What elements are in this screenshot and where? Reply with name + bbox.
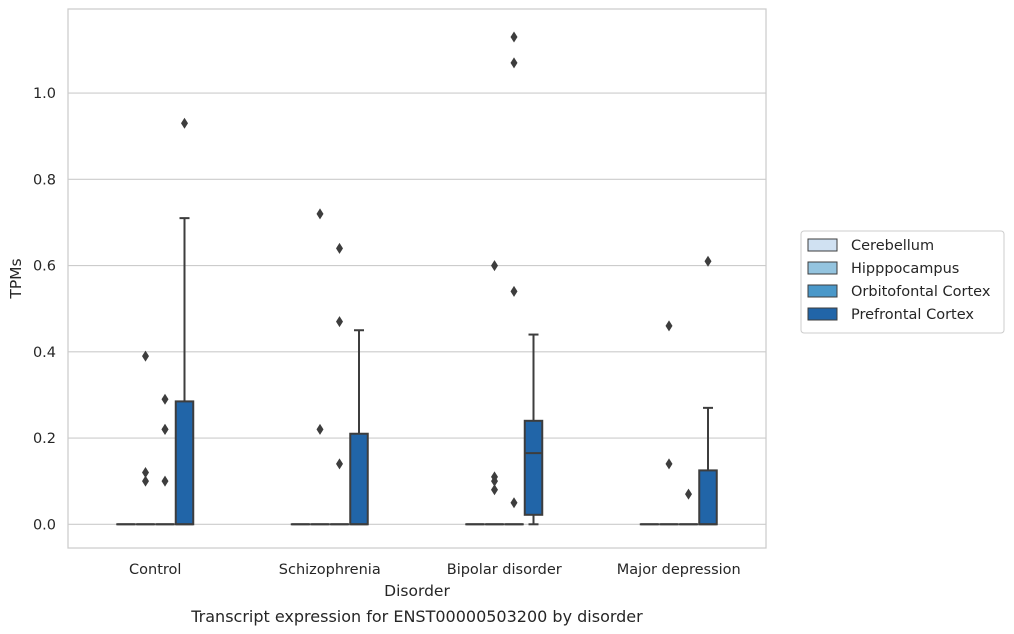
box-hipppocampus: [310, 208, 330, 526]
legend-item[interactable]: Cerebellum: [807, 238, 934, 254]
x-tick-label: Schizophrenia: [279, 562, 381, 578]
box-prefrontal-cortex: [523, 333, 544, 526]
outlier-point: [685, 488, 692, 500]
outlier-point: [142, 467, 149, 479]
legend-swatch: [807, 238, 838, 252]
legend[interactable]: Cerebellum Hipppocampus Orbitofontal Corte…: [800, 230, 1005, 334]
outlier-point: [161, 423, 169, 435]
outlier-point: [665, 320, 673, 332]
legend-swatch: [807, 307, 838, 321]
outlier-point: [316, 208, 324, 220]
box-layer: [116, 31, 718, 526]
legend-label: Prefrontal Cortex: [851, 307, 974, 323]
legend-item[interactable]: Hipppocampus: [807, 261, 959, 277]
outlier-point: [491, 471, 498, 483]
y-axis-label: TPMs: [7, 258, 25, 299]
outlier-point: [181, 117, 188, 129]
y-tick-label: 0.8: [33, 172, 56, 188]
x-tick-label: Bipolar disorder: [447, 562, 562, 578]
legend-swatch: [807, 284, 838, 298]
outlier-point: [161, 393, 169, 405]
outlier-point: [491, 484, 498, 496]
chart-caption: Transcript expression for ENST0000050320…: [190, 607, 643, 626]
box-orbitofontal-cortex: [155, 393, 175, 526]
box-hipppocampus: [135, 350, 156, 526]
box-prefrontal-cortex: [174, 117, 195, 526]
x-tick-labels: Control Schizophrenia Bipolar disorder Majo…: [129, 562, 741, 578]
y-tick-label: 0.6: [33, 259, 56, 275]
outlier-point: [316, 423, 324, 435]
box-hipppocampus: [659, 320, 679, 526]
box-body: [523, 419, 544, 516]
box-body: [698, 469, 718, 526]
legend-swatch: [807, 261, 838, 275]
outlier-point: [510, 31, 518, 43]
outlier-point: [336, 242, 343, 254]
y-tick-labels: 0.0 0.2 0.4 0.6 0.8 1.0: [33, 86, 56, 533]
box-prefrontal-cortex: [349, 329, 369, 526]
outlier-point: [510, 57, 518, 69]
outlier-point: [142, 350, 149, 362]
plot-frame: [67, 8, 767, 549]
y-tick-label: 1.0: [33, 86, 56, 102]
box-orbitofontal-cortex: [678, 488, 699, 526]
legend-label: Hipppocampus: [851, 261, 959, 277]
outlier-point: [142, 475, 149, 487]
legend-label: Orbitofontal Cortex: [851, 284, 991, 300]
box-orbitofontal-cortex: [504, 31, 524, 526]
outlier-point: [161, 475, 169, 487]
x-tick-label: Control: [129, 562, 181, 578]
x-tick-label: Major depression: [617, 562, 741, 578]
outlier-point: [336, 316, 343, 328]
y-tick-label: 0.2: [33, 431, 56, 447]
legend-frame: [800, 230, 1005, 334]
box-body: [174, 400, 195, 526]
y-tick-label: 0.0: [33, 517, 56, 533]
outlier-point: [704, 255, 712, 267]
box-orbitofontal-cortex: [329, 242, 350, 526]
box-body: [349, 432, 369, 526]
legend-item[interactable]: Prefrontal Cortex: [807, 307, 974, 323]
outlier-point: [491, 260, 498, 272]
box-hipppocampus: [484, 260, 505, 526]
box-prefrontal-cortex: [698, 255, 718, 526]
x-axis-label: Disorder: [384, 582, 450, 600]
legend-item[interactable]: Orbitofontal Cortex: [807, 284, 991, 300]
gridlines: [68, 92, 766, 525]
outlier-point: [665, 458, 673, 470]
y-tick-label: 0.4: [33, 345, 56, 361]
outlier-point: [510, 285, 518, 297]
outlier-point: [510, 497, 518, 509]
outlier-point: [336, 458, 343, 470]
legend-label: Cerebellum: [851, 238, 934, 254]
